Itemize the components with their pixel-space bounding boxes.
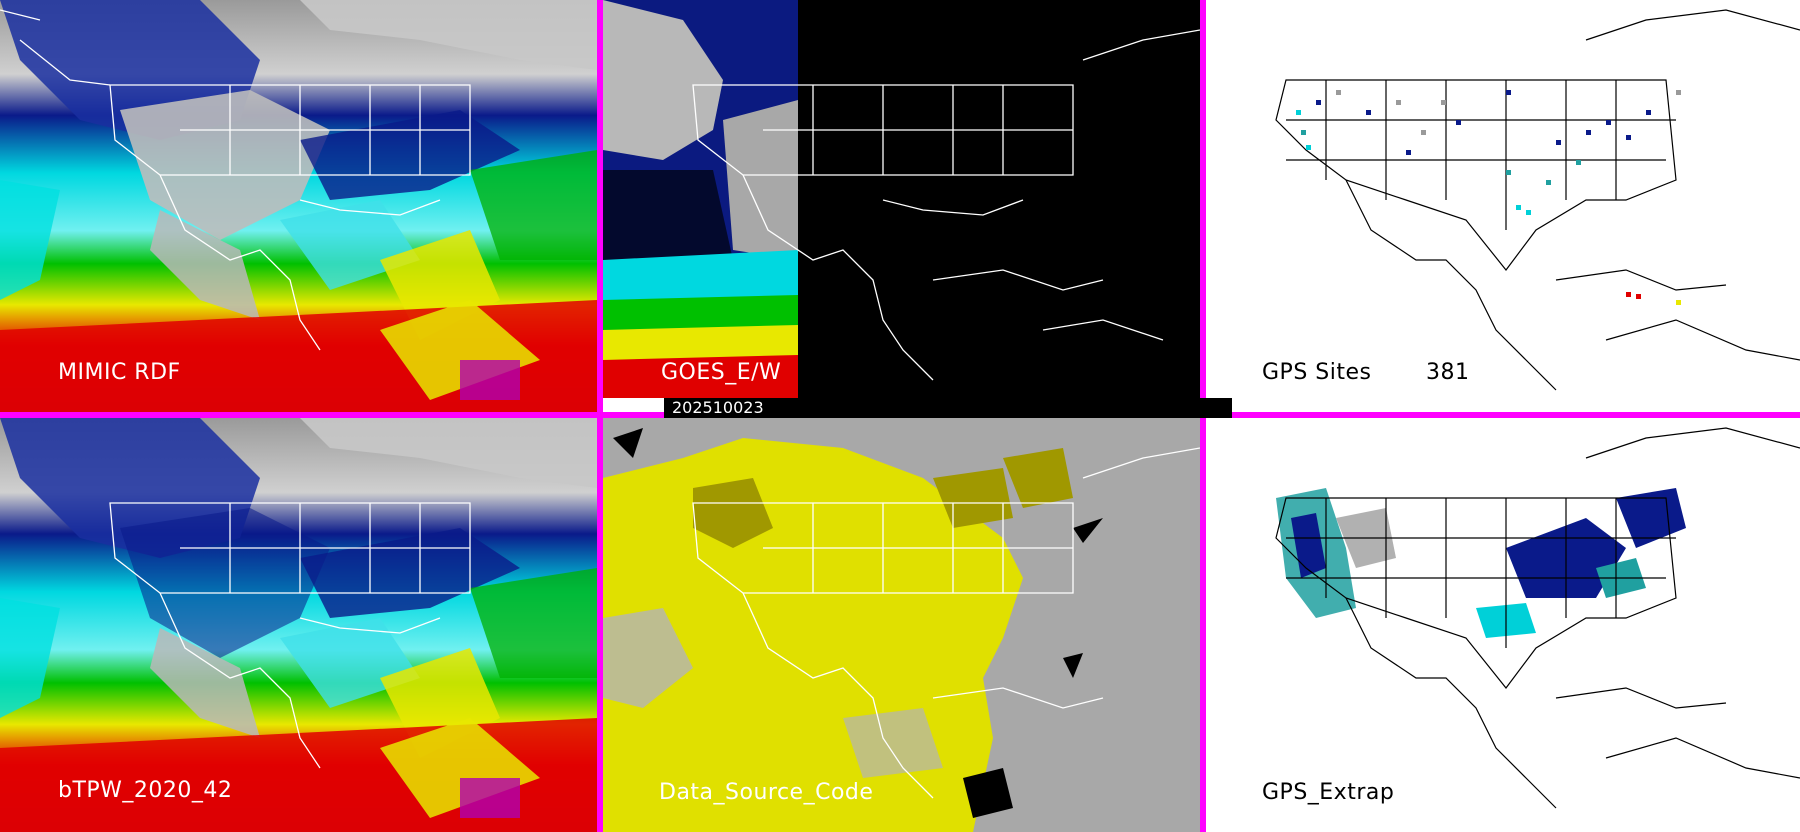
mimic-rdf-label: MIMIC RDF — [58, 360, 181, 385]
mimic-rdf-panel: MIMIC RDF — [0, 0, 597, 412]
gps-extrap-label: GPS_Extrap — [1262, 780, 1395, 805]
data-source-panel: Data_Source_Code — [603, 418, 1200, 832]
mimic-rdf-map — [0, 0, 597, 412]
data-source-map — [603, 428, 1200, 832]
btpw-map — [0, 418, 597, 832]
timestamp-text: 202510023 — [672, 398, 764, 417]
gps-extrap-map — [1275, 427, 1800, 809]
btpw-label: bTPW_2020_42 — [58, 778, 233, 803]
gps-extrap-panel: GPS_Extrap — [1206, 418, 1800, 832]
goes-ew-label: GOES_E/W — [661, 360, 782, 385]
goes-ew-panel: GOES_E/W — [603, 0, 1200, 398]
gps-sites-label: GPS Sites — [1262, 360, 1372, 385]
timestamp-bar: 202510023 — [664, 398, 1232, 418]
goes-ew-map — [603, 0, 1200, 398]
data-source-label: Data_Source_Code — [659, 780, 874, 805]
btpw-panel: bTPW_2020_42 — [0, 418, 597, 832]
gps-sites-map — [1275, 9, 1800, 391]
gps-sites-panel: GPS Sites 381 — [1206, 0, 1800, 412]
gps-sites-count: 381 — [1426, 360, 1470, 385]
